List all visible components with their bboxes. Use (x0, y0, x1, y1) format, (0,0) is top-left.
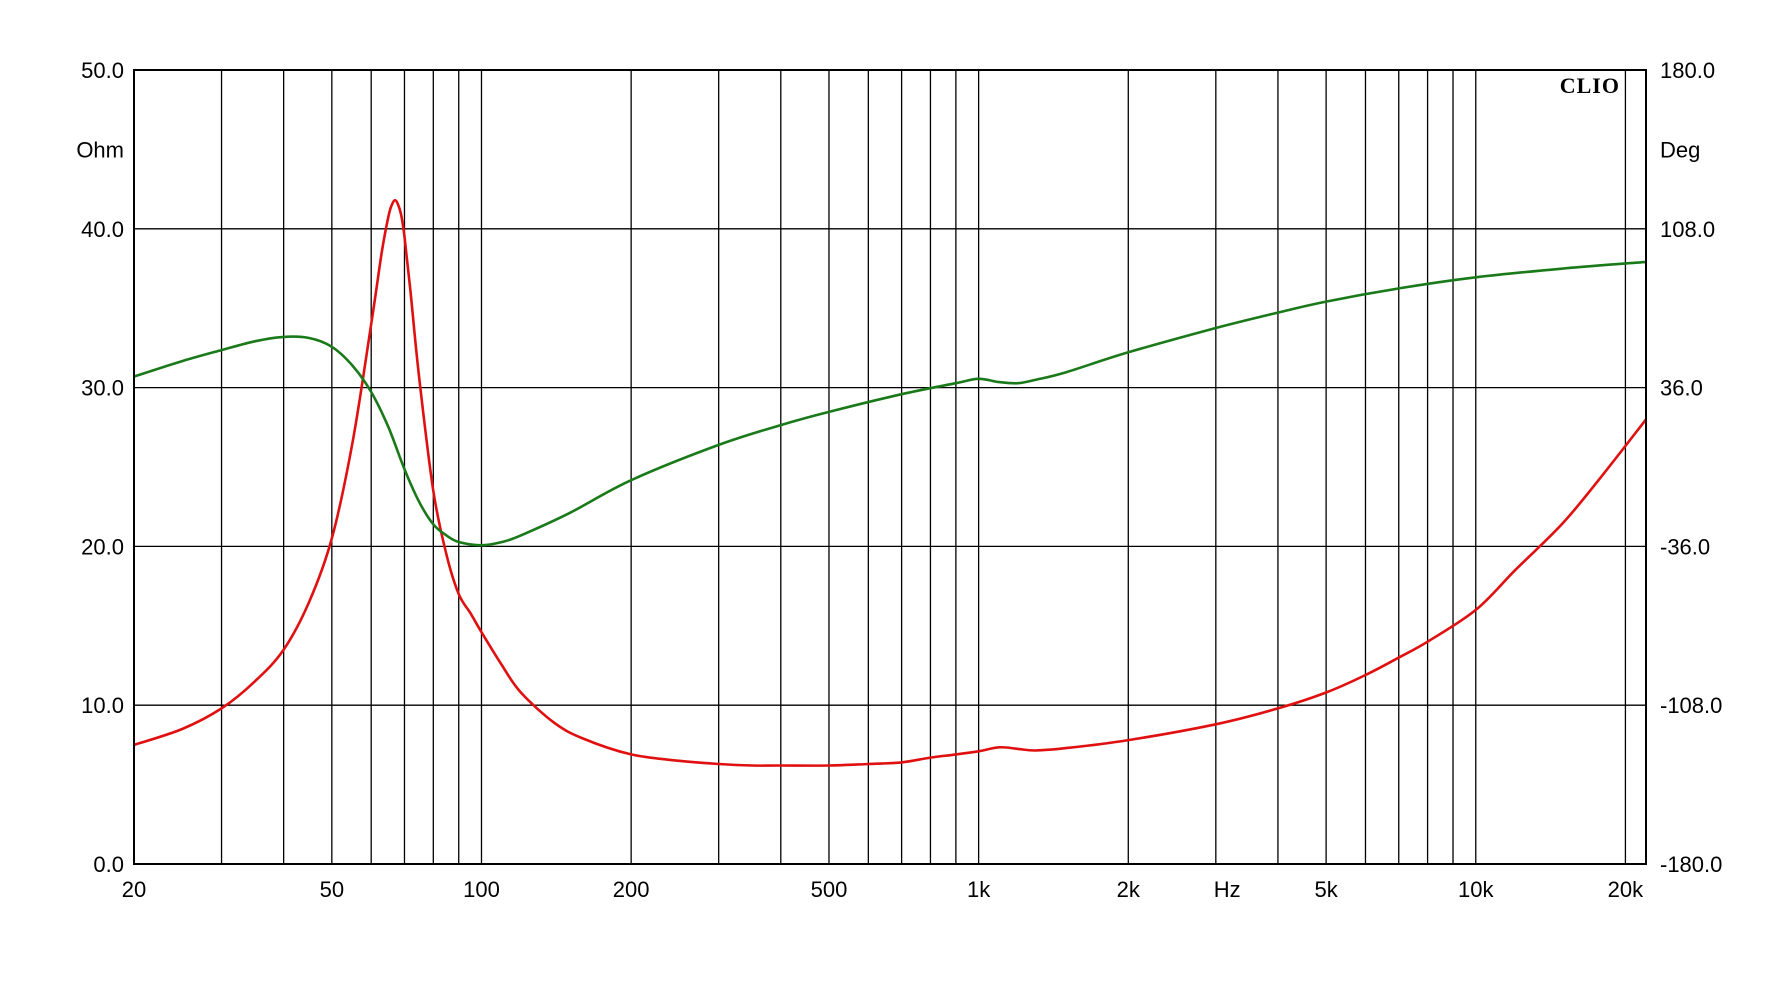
horizontal-gridlines (134, 69, 1646, 865)
left-axis-tick-labels: 0.0 10.0 20.0 30.0 40.0 50.0 (81, 58, 124, 877)
plot-frame (133, 69, 1647, 865)
x-axis-unit-label: Hz (1214, 877, 1241, 902)
x-tick-label: 50 (320, 877, 344, 902)
right-axis-tick-labels: -180.0 -108.0 -36.0 36.0 108.0 180.0 (1660, 58, 1722, 877)
left-tick-label: 10.0 (81, 693, 124, 718)
x-tick-label: 100 (463, 877, 500, 902)
left-axis-unit-label: Ohm (76, 137, 124, 162)
right-axis-unit-label: Deg (1660, 137, 1700, 162)
right-tick-label: 36.0 (1660, 376, 1703, 401)
x-tick-label: 5k (1314, 877, 1338, 902)
x-axis-tick-labels: 20 50 100 200 500 1k 2k 5k 10k 20k (122, 877, 1644, 902)
x-tick-label: 1k (967, 877, 991, 902)
clio-brand-label: CLIO (1560, 73, 1620, 98)
right-tick-label: -36.0 (1660, 534, 1710, 559)
left-tick-label: 0.0 (93, 852, 124, 877)
impedance-series-line (133, 198, 1648, 767)
x-tick-label: 20k (1608, 877, 1644, 902)
right-tick-label: 108.0 (1660, 217, 1715, 242)
right-tick-label: -108.0 (1660, 693, 1722, 718)
x-tick-label: 2k (1117, 877, 1141, 902)
vertical-gridlines (133, 70, 1627, 864)
x-tick-label: 200 (613, 877, 650, 902)
left-tick-label: 30.0 (81, 376, 124, 401)
left-tick-label: 50.0 (81, 58, 124, 83)
left-tick-label: 20.0 (81, 534, 124, 559)
series-layer (133, 198, 1648, 767)
x-tick-label: 10k (1458, 877, 1494, 902)
right-tick-label: 180.0 (1660, 58, 1715, 83)
right-tick-label: -180.0 (1660, 852, 1722, 877)
left-tick-label: 40.0 (81, 217, 124, 242)
x-tick-label: 20 (122, 877, 146, 902)
x-tick-label: 500 (811, 877, 848, 902)
phase-series-line (133, 260, 1647, 547)
